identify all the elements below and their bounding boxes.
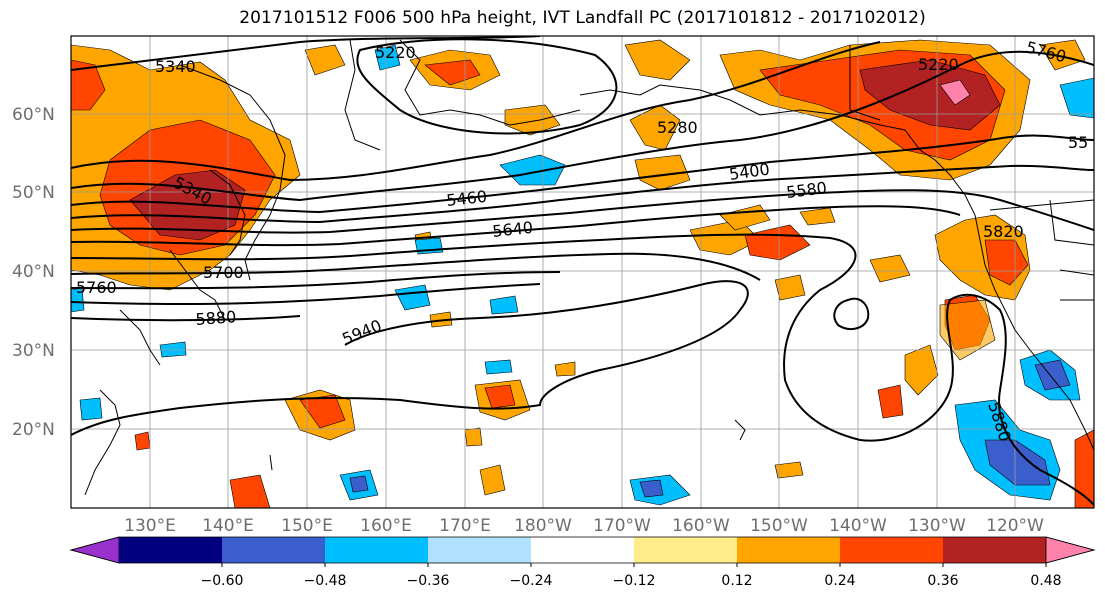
latitude-labels: 60°N 50°N 40°N 30°N 20°N (12, 105, 55, 440)
colorbar-segment (943, 537, 1047, 563)
colorbar-segment (222, 537, 326, 563)
contour-label: 5880 (195, 307, 237, 329)
colorbar-tick-label: −0.48 (304, 573, 347, 589)
lat-label: 50°N (12, 183, 55, 203)
contour-label: 5640 (491, 218, 533, 241)
colorbar-outline (69, 536, 1096, 564)
contour-label: 5340 (155, 57, 196, 76)
lon-label: 150°E (281, 516, 333, 536)
lon-label: 140°W (829, 516, 887, 536)
graticule (71, 36, 1094, 508)
lon-label: 150°W (750, 516, 808, 536)
contour-label: 5700 (203, 263, 244, 282)
colorbar-extend-low (69, 536, 120, 564)
colorbar-tick-label: −0.24 (510, 573, 553, 589)
contour-label: 5460 (445, 187, 487, 210)
colorbar-segment (325, 537, 429, 563)
height-contours (71, 36, 1094, 506)
longitude-labels: 130°E 140°E 150°E 160°E 170°E 180°W 170°… (124, 516, 1044, 536)
colorbar-segment (531, 537, 635, 563)
colorbar-tick-label: 0.24 (824, 573, 855, 589)
colorbar-tick-label: −0.60 (201, 573, 244, 589)
lat-label: 30°N (12, 341, 55, 361)
colorbar-tick-label: 0.36 (927, 573, 958, 589)
lon-label: 140°E (202, 516, 254, 536)
colorbar-tick-label: −0.12 (613, 573, 656, 589)
map-title: 2017101512 F006 500 hPa height, IVT Land… (239, 8, 926, 28)
contour-label: 5580 (785, 178, 828, 202)
colorbar-segment (119, 537, 223, 563)
lat-label: 20°N (12, 420, 55, 440)
colorbar-segment (634, 537, 738, 563)
lon-label: 130°E (124, 516, 176, 536)
coastlines (84, 39, 1094, 496)
lon-label: 160°W (672, 516, 730, 536)
contour-label: 5220 (918, 55, 959, 74)
contour-label: 55 (1068, 133, 1088, 152)
colorbar-segment (840, 537, 944, 563)
colorbar-segment (737, 537, 841, 563)
lon-label: 160°E (360, 516, 412, 536)
contour-label: 5760 (76, 278, 117, 297)
colorbar-tick-label: 0.12 (721, 573, 752, 589)
contour-label: 5280 (657, 118, 698, 137)
lat-label: 60°N (12, 105, 55, 125)
lon-label: 180°W (514, 516, 572, 536)
contour-label: 5820 (983, 222, 1024, 241)
lat-label: 40°N (12, 262, 55, 282)
contour-label: 5220 (375, 43, 416, 62)
colorbar-tick-label: 0.48 (1030, 573, 1061, 589)
lon-label: 130°W (908, 516, 966, 536)
colorbar-tick-labels: −0.60 −0.48 −0.36 −0.24 −0.12 0.12 0.24 0.36 0.4… (201, 563, 1062, 589)
map-frame (70, 35, 1095, 509)
colorbar-segment (428, 537, 532, 563)
lon-label: 170°W (593, 516, 651, 536)
colorbar (69, 536, 1096, 564)
colorbar-extend-high (1045, 536, 1096, 564)
colorbar-tick-label: −0.36 (407, 573, 450, 589)
lon-label: 120°W (986, 516, 1044, 536)
lon-label: 170°E (439, 516, 491, 536)
